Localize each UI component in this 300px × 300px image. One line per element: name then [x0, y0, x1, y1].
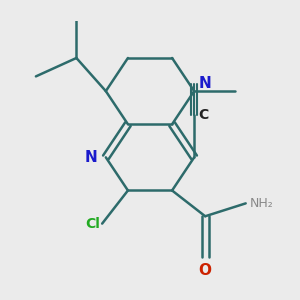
Text: O: O — [199, 263, 212, 278]
Text: C: C — [199, 108, 209, 122]
Text: Cl: Cl — [85, 217, 100, 231]
Text: N: N — [85, 150, 98, 165]
Text: NH₂: NH₂ — [249, 197, 273, 210]
Text: N: N — [199, 76, 211, 91]
